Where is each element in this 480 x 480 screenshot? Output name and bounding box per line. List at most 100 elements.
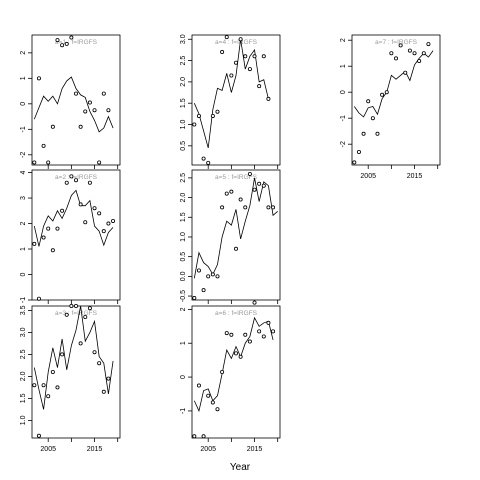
observed-point (421, 51, 426, 56)
observed-point (32, 160, 37, 165)
y-tick-label: 1 (180, 341, 187, 345)
observed-point (243, 54, 248, 59)
observed-point (220, 369, 225, 374)
observed-point (74, 303, 79, 308)
observed-point (46, 160, 51, 165)
observed-point (210, 400, 215, 405)
observed-point (243, 332, 248, 337)
fitted-line (33, 189, 114, 247)
observed-point (393, 56, 398, 61)
observed-point (101, 91, 106, 96)
observed-point (412, 51, 417, 56)
y-tick-label: 2 (180, 307, 187, 311)
y-tick-label: 1.0 (180, 232, 187, 242)
observed-point (229, 189, 234, 194)
observed-point (266, 96, 271, 101)
observed-point (271, 205, 276, 210)
panel-title: a=3 : f=IRGFS (55, 310, 98, 317)
observed-point (41, 235, 46, 240)
observed-point (192, 296, 197, 301)
y-tick-label: 2.0 (180, 193, 187, 203)
panel-title: a=7 : f=IRGFS (375, 39, 418, 46)
x-tick-label: 2015 (247, 446, 263, 453)
y-tick-label: 2 (340, 38, 347, 42)
observed-point (224, 35, 229, 40)
y-tick-label: 3.5 (20, 305, 27, 315)
observed-point (389, 51, 394, 56)
observed-point (361, 131, 366, 136)
observed-point (257, 329, 262, 334)
observed-point (83, 220, 88, 225)
observed-point (201, 288, 206, 293)
panel-a3: 1.0 1.5 2.0 2.5 3.0 3.5 2005 2015 a=3 : f=IRGFS (20, 303, 121, 453)
observed-point (83, 109, 88, 114)
panel-a2: -1 0 1 2 3 4 a=2 : f=IRGFS (20, 169, 121, 304)
panel-frame (31, 34, 121, 166)
x-tick-label: 2015 (407, 173, 423, 180)
y-tick-label: 0 (340, 90, 347, 94)
observed-point (398, 43, 403, 48)
observed-point (233, 351, 238, 356)
observed-point (247, 339, 252, 344)
observed-point (370, 116, 375, 121)
observed-point (224, 191, 229, 196)
observed-point (266, 205, 271, 210)
panel-title: a=6 : f=IRGFS (215, 310, 258, 317)
observed-point (266, 320, 271, 325)
fitted-line (193, 316, 274, 413)
y-tick-label: 1.5 (180, 98, 187, 108)
observed-point (55, 38, 60, 43)
observed-point (196, 383, 201, 388)
y-tick-label: 0 (20, 272, 27, 276)
observed-point (201, 434, 206, 439)
observed-point (74, 178, 79, 183)
observed-point (50, 248, 55, 253)
observed-point (257, 181, 262, 186)
y-tick-label: 2.5 (180, 56, 187, 66)
observed-point (46, 226, 51, 231)
observed-point (271, 329, 276, 334)
observed-point (55, 226, 60, 231)
panel-frame (31, 305, 121, 439)
observed-point (36, 76, 41, 81)
observed-point (426, 42, 431, 47)
y-tick-label: -2 (340, 141, 347, 147)
observed-point (243, 205, 248, 210)
y-tick-label: 0.5 (180, 252, 187, 262)
observed-point (192, 434, 197, 439)
x-tick-label: 2005 (40, 446, 56, 453)
observed-point (206, 160, 211, 165)
panel-frame (191, 169, 281, 301)
panel-title: a=1 : f=IRGFS (55, 39, 98, 46)
y-tick-label: -1 (20, 297, 27, 303)
observed-point (238, 354, 243, 359)
observed-point (196, 268, 201, 273)
observed-point (261, 183, 266, 188)
observed-point (417, 59, 422, 64)
observed-point (97, 211, 102, 216)
observed-point (215, 274, 220, 279)
panel-frame (31, 169, 121, 301)
observed-point (46, 394, 51, 399)
y-tick-label: 2.0 (20, 371, 27, 381)
observed-point (261, 54, 266, 59)
y-tick-label: 3.0 (180, 34, 187, 44)
observed-point (356, 149, 361, 154)
observed-point (101, 389, 106, 394)
observed-point (366, 99, 371, 104)
y-tick-label: 1 (340, 64, 347, 68)
observed-point (201, 156, 206, 161)
y-tick-label: -0.5 (180, 290, 187, 302)
y-tick-label: 1.0 (180, 120, 187, 130)
observed-point (247, 171, 252, 176)
observed-point (97, 361, 102, 366)
y-tick-label: 1 (20, 76, 27, 80)
observed-point (196, 113, 201, 118)
y-tick-label: 1 (20, 247, 27, 251)
observed-point (60, 352, 65, 357)
y-tick-label: 2 (20, 51, 27, 55)
panel-a1: -2 -1 0 1 2 a=1 : f=IRGFS (20, 34, 121, 169)
panel-frame (351, 34, 441, 166)
x-tick-label: 2005 (200, 446, 216, 453)
y-tick-label: 0 (20, 102, 27, 106)
